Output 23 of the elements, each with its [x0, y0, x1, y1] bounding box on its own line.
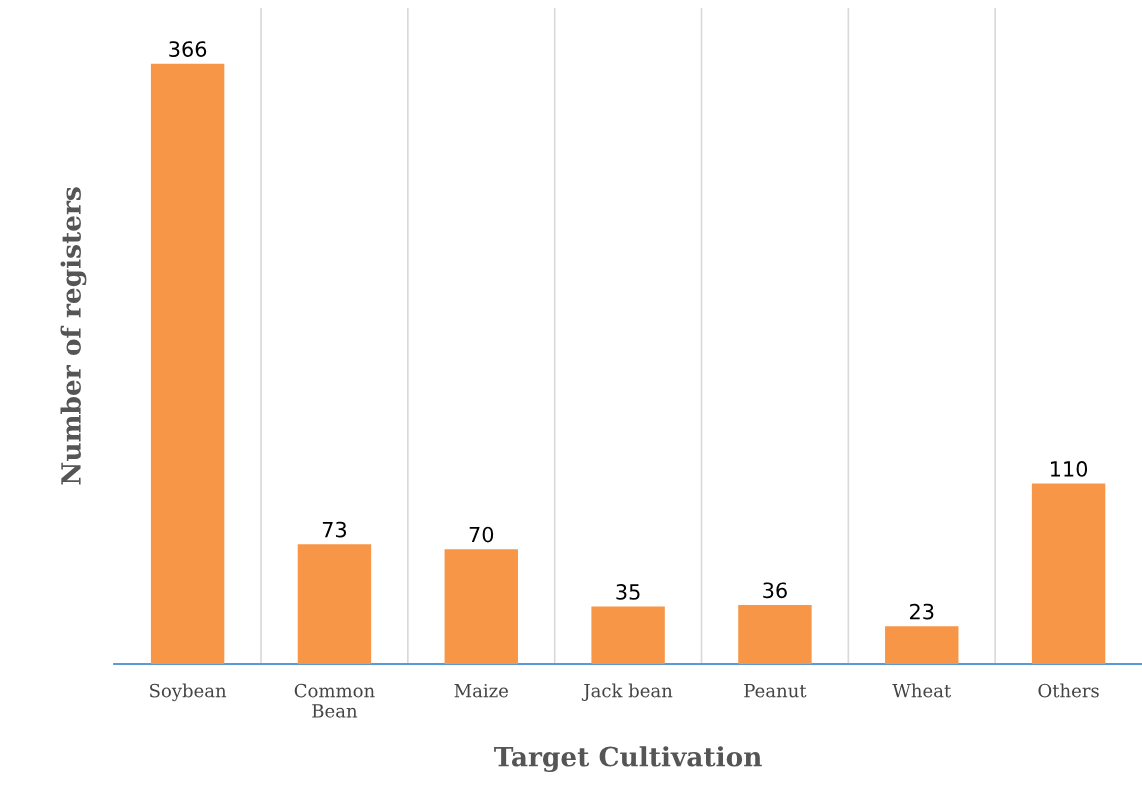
x-tick-label: Peanut: [744, 684, 807, 698]
bar: [297, 544, 372, 664]
y-axis-title: Number of registers: [60, 187, 87, 485]
data-label: 23: [910, 603, 934, 620]
bar: [150, 63, 225, 664]
bar: [591, 606, 665, 664]
bar: [885, 626, 959, 664]
bar: [738, 604, 812, 664]
x-tick-label: Wheat: [892, 683, 952, 698]
data-label: 366: [169, 41, 207, 57]
bar: [444, 549, 518, 664]
data-label: 35: [616, 584, 640, 600]
data-label: 73: [322, 521, 347, 538]
data-label: 70: [469, 526, 494, 543]
x-tick-label: Soybean: [150, 683, 227, 702]
x-tick-label: Others: [1038, 683, 1099, 698]
data-label: 110: [1050, 461, 1088, 477]
bar: [1031, 483, 1106, 664]
data-label: 36: [763, 582, 787, 599]
x-tick-label: Maize: [454, 683, 508, 698]
x-tick-label: Jack bean: [581, 683, 673, 701]
x-axis-title: Target Cultivation: [494, 746, 762, 773]
x-tick-label: Common Bean: [294, 683, 375, 718]
